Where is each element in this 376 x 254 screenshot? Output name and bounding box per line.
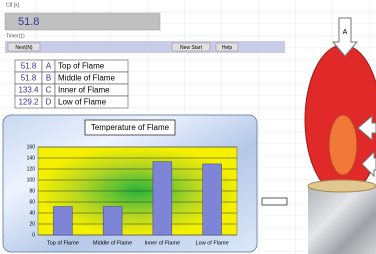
y-tick-label: 60 (29, 199, 35, 205)
data-table: 51.8 A Top of Flame 51.8 B Middle of Flame 133… (15, 60, 128, 108)
y-tick-label: 120 (27, 166, 36, 172)
table-text: Low of Flame (58, 98, 107, 107)
arrow-label: A (343, 29, 348, 36)
small-box (262, 198, 287, 205)
table-text: Top of Flame (58, 62, 105, 71)
table-text: Inner of Flame (58, 86, 110, 95)
y-tick-label: 140 (27, 155, 36, 161)
y-tick-label: 80 (29, 188, 35, 194)
x-tick-label: Inner of Flame (145, 240, 180, 246)
top-value: 51.8 (18, 16, 39, 28)
burner (308, 186, 376, 254)
table-text: A (46, 62, 52, 71)
table-text: C (46, 86, 52, 95)
x-tick-label: Top of Flame (47, 240, 79, 246)
button-label[interactable]: New Start (180, 45, 203, 51)
screen: C8 [x] 51.8 Timer(1) Next(N) New Start H… (0, 0, 376, 254)
button-label[interactable]: Next(N) (15, 45, 33, 51)
table-text: 51.8 (21, 62, 37, 71)
y-tick-label: 20 (29, 221, 35, 227)
y-tick-label: 100 (27, 177, 36, 183)
y-tick-label: 160 (27, 144, 36, 150)
table-text: 133.4 (18, 86, 39, 95)
button-label[interactable]: Help (222, 45, 233, 51)
timer-label: Timer(1) (6, 33, 25, 39)
toolbar (5, 41, 285, 53)
burner-top (308, 180, 376, 192)
bar (103, 207, 122, 235)
bar (53, 207, 72, 235)
x-tick-label: Low of Flame (196, 240, 229, 246)
inner-flame (329, 115, 357, 175)
table-text: D (46, 98, 52, 107)
bar (203, 164, 222, 235)
bar (153, 162, 172, 235)
y-tick-label: 0 (32, 232, 35, 238)
x-tick-label: Middle of Flame (93, 240, 132, 246)
y-tick-label: 40 (29, 210, 35, 216)
chart-title: Temperature of Flame (91, 123, 170, 132)
table-text: 129.2 (18, 98, 39, 107)
cell-ref: C8 [x] (6, 2, 20, 8)
page: C8 [x] 51.8 Timer(1) Next(N) New Start H… (0, 0, 376, 254)
table-text: 51.8 (21, 74, 37, 83)
table-text: Middle of Flame (58, 74, 115, 83)
table-text: B (46, 74, 51, 83)
